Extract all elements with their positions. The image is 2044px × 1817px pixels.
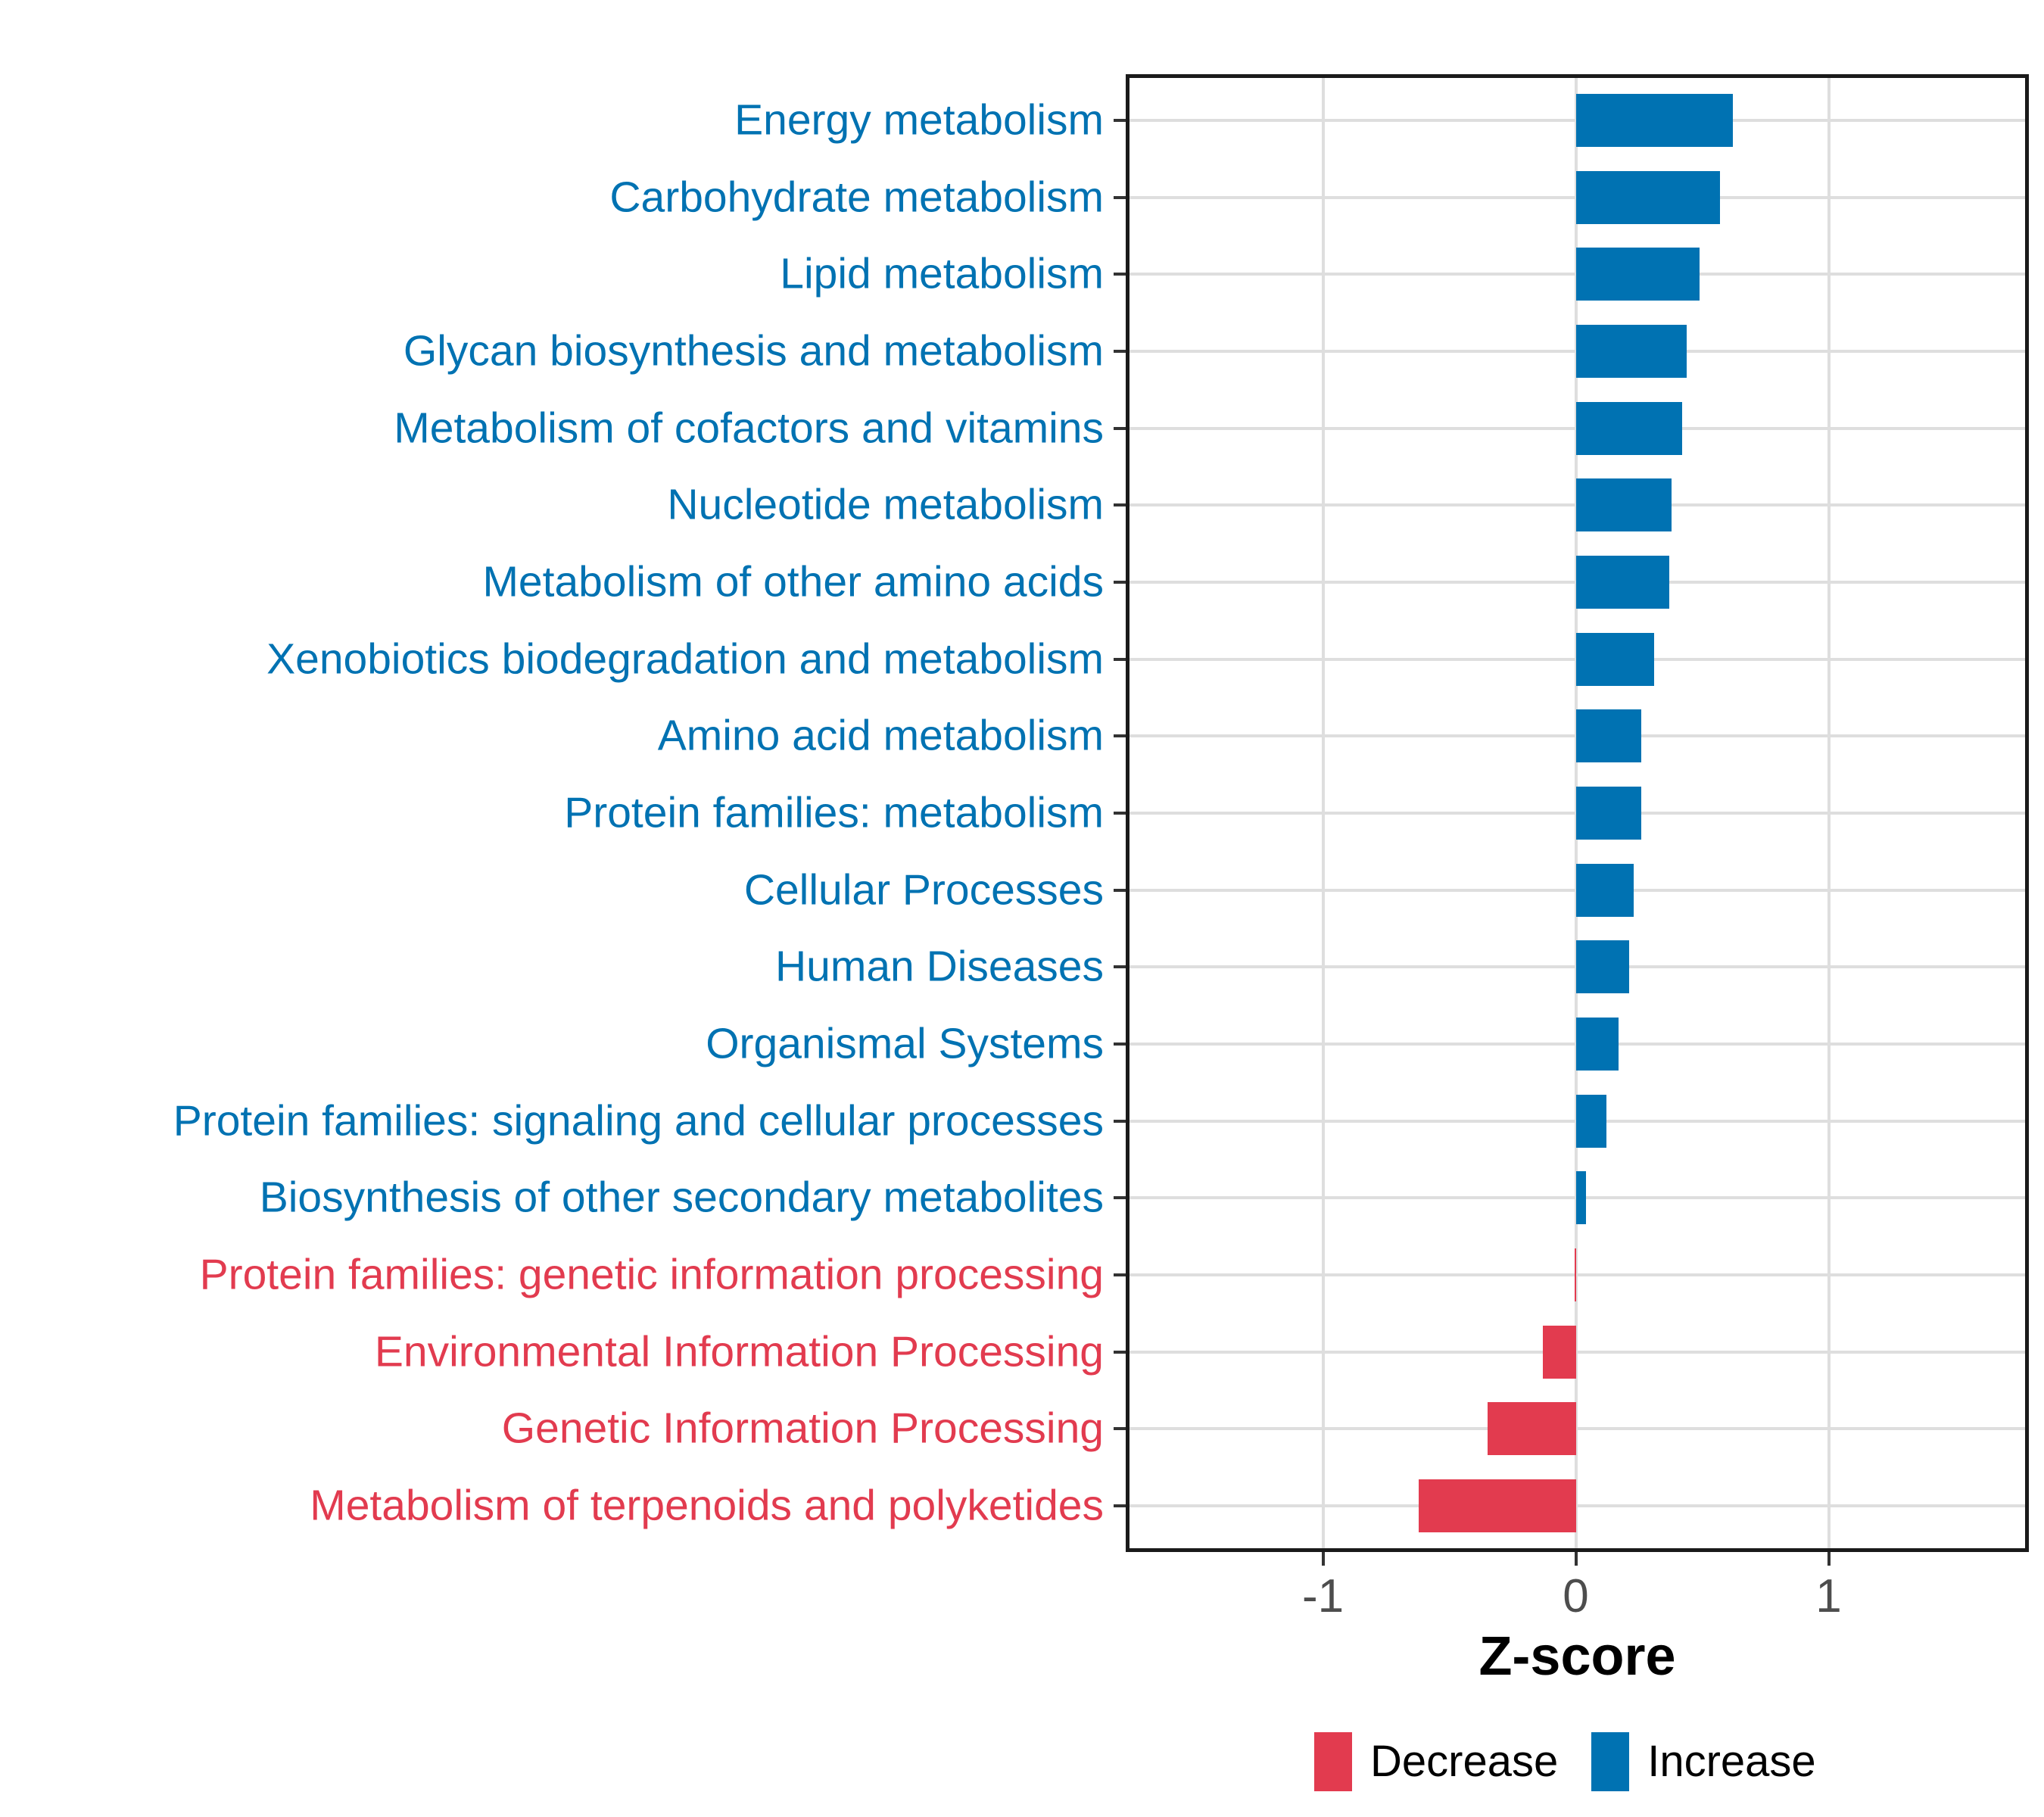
y-axis-label: Energy metabolism: [734, 95, 1104, 145]
y-axis-label: Metabolism of terpenoids and polyketides: [310, 1481, 1104, 1530]
y-axis-label: Protein families: genetic information pr…: [199, 1250, 1104, 1299]
legend-label-decrease: Decrease: [1370, 1737, 1559, 1786]
y-tick: [1114, 1196, 1126, 1200]
y-axis-label: Protein families: metabolism: [564, 788, 1104, 837]
y-axis-label: Organismal Systems: [706, 1019, 1104, 1068]
y-tick: [1114, 1427, 1126, 1431]
y-axis-label: Amino acid metabolism: [657, 711, 1104, 760]
y-axis-label: Genetic Information Processing: [501, 1404, 1104, 1453]
x-tick: [1827, 1552, 1831, 1566]
bar: [1487, 1402, 1576, 1456]
bar: [1575, 940, 1629, 994]
y-axis-label: Nucleotide metabolism: [667, 480, 1104, 529]
y-tick: [1114, 1273, 1126, 1276]
y-tick: [1114, 1119, 1126, 1123]
y-tick: [1114, 965, 1126, 969]
y-axis-label: Human Diseases: [774, 942, 1104, 991]
bar: [1575, 401, 1682, 455]
y-tick: [1114, 657, 1126, 661]
y-axis-label: Environmental Information Processing: [374, 1327, 1104, 1376]
bar: [1543, 1325, 1576, 1379]
x-axis-title: Z-score: [1478, 1626, 1676, 1687]
y-tick: [1114, 195, 1126, 199]
y-tick: [1114, 1350, 1126, 1354]
bar: [1574, 1248, 1576, 1301]
bar: [1575, 170, 1720, 224]
x-tick-label: -1: [1301, 1570, 1344, 1622]
y-tick: [1114, 503, 1126, 507]
y-gridline: [1129, 1273, 2025, 1276]
bar: [1575, 478, 1672, 532]
y-tick: [1114, 1504, 1126, 1507]
y-axis-label: Cellular Processes: [743, 865, 1104, 915]
x-tick: [1321, 1552, 1325, 1566]
bar: [1419, 1479, 1576, 1532]
y-tick: [1114, 734, 1126, 738]
y-gridline: [1129, 1427, 2025, 1431]
legend-label-increase: Increase: [1647, 1737, 1816, 1786]
y-tick: [1114, 273, 1126, 276]
y-tick: [1114, 426, 1126, 430]
y-axis-label: Lipid metabolism: [780, 249, 1104, 298]
y-axis-label: Metabolism of other amino acids: [482, 557, 1104, 606]
y-gridline: [1129, 1504, 2025, 1507]
x-tick-label: 0: [1563, 1570, 1589, 1622]
y-tick: [1114, 119, 1126, 122]
bar: [1575, 787, 1642, 840]
plot-panel: [1126, 74, 2029, 1552]
y-tick: [1114, 812, 1126, 815]
y-gridline: [1129, 1350, 2025, 1354]
legend-item-decrease: Decrease: [1314, 1732, 1558, 1791]
legend: Decrease Increase: [1314, 1732, 1816, 1791]
bar: [1575, 1094, 1606, 1148]
legend-key-decrease: [1314, 1732, 1352, 1791]
legend-item-increase: Increase: [1591, 1732, 1816, 1791]
y-tick: [1114, 350, 1126, 353]
bar: [1575, 1018, 1619, 1071]
y-axis-label: Glycan biosynthesis and metabolism: [403, 326, 1104, 376]
bar: [1575, 325, 1687, 378]
y-axis-label: Xenobiotics biodegradation and metabolis…: [266, 634, 1104, 684]
x-tick-label: 1: [1815, 1570, 1842, 1622]
bar: [1575, 556, 1670, 609]
bar: [1575, 1171, 1586, 1225]
bar: [1575, 632, 1655, 686]
bar: [1575, 94, 1733, 147]
bar: [1575, 863, 1634, 917]
y-axis-label: Metabolism of cofactors and vitamins: [394, 404, 1104, 453]
y-tick: [1114, 888, 1126, 892]
y-axis-label: Carbohydrate metabolism: [609, 173, 1104, 222]
x-tick: [1574, 1552, 1578, 1566]
legend-key-increase: [1591, 1732, 1630, 1791]
bar: [1575, 248, 1700, 301]
y-tick: [1114, 581, 1126, 584]
bar: [1575, 709, 1642, 763]
y-tick: [1114, 1043, 1126, 1046]
y-axis-label: Biosynthesis of other secondary metaboli…: [259, 1173, 1104, 1222]
y-axis-label: Protein families: signaling and cellular…: [173, 1096, 1104, 1145]
